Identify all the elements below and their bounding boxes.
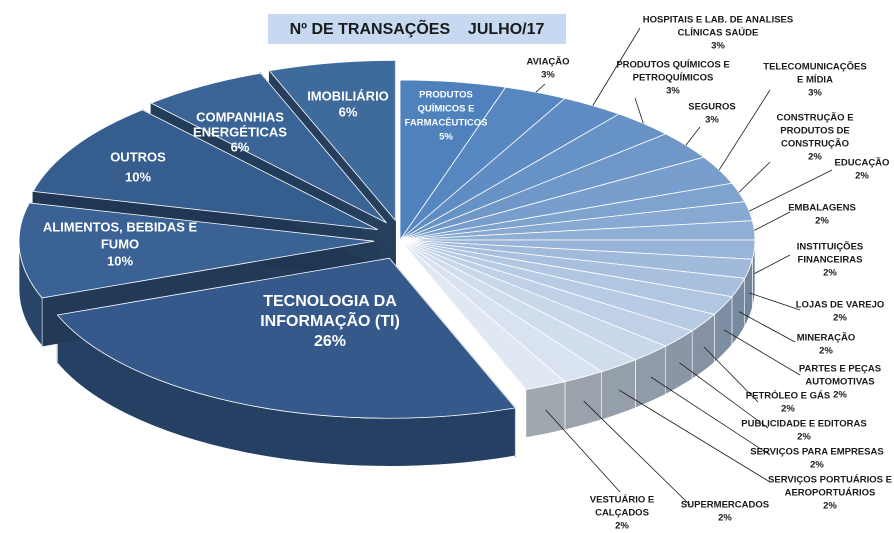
slice-label: AVIAÇÃO [526, 57, 569, 68]
slice-tops [18, 59, 756, 419]
slice-label: FINANCEIRAS [798, 255, 863, 266]
slice-value-label: 3% [711, 41, 725, 52]
leader-line [618, 389, 771, 483]
slice [56, 257, 516, 419]
slice-value-label: 2% [781, 404, 795, 415]
slice-label: AUTOMOTIVAS [805, 377, 874, 388]
slice-value-label: 10% [107, 253, 133, 268]
leader-line [592, 27, 641, 106]
slice-value-label: 2% [718, 513, 732, 524]
slice [399, 239, 566, 391]
leader-line [749, 169, 833, 212]
slice-value-label: 3% [705, 115, 719, 126]
slice-value-label: 2% [815, 216, 829, 227]
slice-value-label: 3% [541, 70, 555, 81]
slice-label: PRODUTOS DE [780, 126, 850, 137]
leader-line [718, 89, 771, 171]
slice-label: SEGUROS [688, 102, 736, 113]
slice-value-label: 2% [855, 171, 869, 182]
labels: PRODUTOS QUÍMICOS E FARMACÊUTICOS 5% AVIAÇÃO… [43, 15, 892, 532]
slice-value-label: 2% [819, 346, 833, 357]
slice-label: TECNOLOGIA DA [263, 293, 397, 310]
slice-label: ENERGÉTICAS [193, 124, 287, 139]
chart-title: Nº DE TRANSAÇÕES JULHO/17 [290, 18, 545, 38]
slice-label: LOJAS DE VAREJO [796, 300, 885, 311]
slice-label: FARMACÊUTICOS [405, 117, 488, 129]
slice [268, 59, 396, 222]
slice-label: COMPANHIAS [196, 109, 284, 124]
slice-value-label: 2% [833, 390, 847, 401]
slice-side [525, 381, 566, 438]
slice-value-label: 6% [231, 139, 250, 154]
slice-label: QUÍMICOS E [417, 104, 474, 115]
leader-line [738, 161, 771, 193]
slice-value-label: 10% [125, 169, 151, 184]
leader-line [754, 211, 791, 231]
slice-value-label: 2% [808, 152, 822, 163]
leader-line [703, 346, 759, 403]
slice-label: CLÍNICAS SAÚDE [678, 27, 759, 39]
slice-label: CONSTRUÇÃO E [776, 113, 853, 124]
slice-label: PRODUTOS [419, 90, 473, 101]
slice-value-label: 5% [439, 132, 453, 143]
slice-value-label: 2% [823, 501, 837, 512]
leader-line [749, 292, 801, 311]
slice [150, 72, 387, 224]
slice-label: INSTITUIÇÕES [797, 242, 864, 253]
slice-value-label: 2% [797, 432, 811, 443]
slice-value-label: 2% [833, 313, 847, 324]
slice [18, 202, 375, 299]
slice-value-label: 26% [314, 333, 346, 350]
slice-label: SERVIÇOS PARA EMPRESAS [750, 447, 883, 458]
leader-line [738, 311, 796, 343]
leader-line [754, 254, 791, 275]
slice-label: HOSPITAIS E LAB. DE ANALISES [643, 15, 793, 26]
slice-label: MINERAÇÃO [797, 333, 856, 344]
slice-value-label: 6% [339, 104, 358, 119]
slice-value-label: 3% [666, 86, 680, 97]
leader-line [679, 362, 769, 429]
slice-label: FUMO [101, 236, 139, 251]
title-box [268, 14, 566, 44]
slice-label: PUBLICIDADE E EDITORAS [741, 419, 866, 430]
slice-label: VESTUÁRIO E [590, 495, 654, 506]
leader-line [583, 400, 691, 506]
slice-value-label: 3% [808, 88, 822, 99]
slice-label: INFORMAÇÃO (TI) [260, 310, 400, 330]
slice-label: CONSTRUÇÃO [781, 139, 849, 150]
leader-line [685, 126, 701, 146]
slice-label: EMBALAGENS [788, 203, 856, 214]
slice-label: SERVIÇOS PORTUÁRIOS E [768, 475, 892, 486]
slice-label: IMOBILIÁRIO [307, 88, 389, 103]
slice-label: E MÍDIA [797, 75, 833, 86]
slice-label: EDUCAÇÃO [835, 158, 890, 169]
slice-label: PETRÓLEO E GÁS [746, 390, 830, 402]
slice-label: SUPERMERCADOS [681, 500, 769, 511]
slice-label: AEROPORTUÁRIOS [785, 488, 876, 499]
slice-label: TELECOMUNICAÇÕES [763, 62, 866, 73]
slice-label: PETROQUÍMICOS [633, 73, 714, 84]
slice-value-label: 2% [615, 521, 629, 532]
slice-label: PARTES E PEÇAS [799, 364, 881, 375]
leader-line [723, 329, 801, 376]
slice [32, 109, 378, 231]
slice-label: OUTROS [110, 149, 166, 164]
leader-line [545, 409, 621, 493]
leader-line [650, 376, 771, 456]
leader-line [535, 83, 546, 93]
leader-line [634, 97, 644, 124]
slice-value-label: 2% [810, 460, 824, 471]
slice-label: ALIMENTOS, BEBIDAS E [43, 219, 198, 234]
slice-label: PRODUTOS QUÍMICOS E [616, 60, 729, 71]
slice-value-label: 2% [823, 268, 837, 279]
slice-label: CALÇADOS [595, 508, 649, 519]
